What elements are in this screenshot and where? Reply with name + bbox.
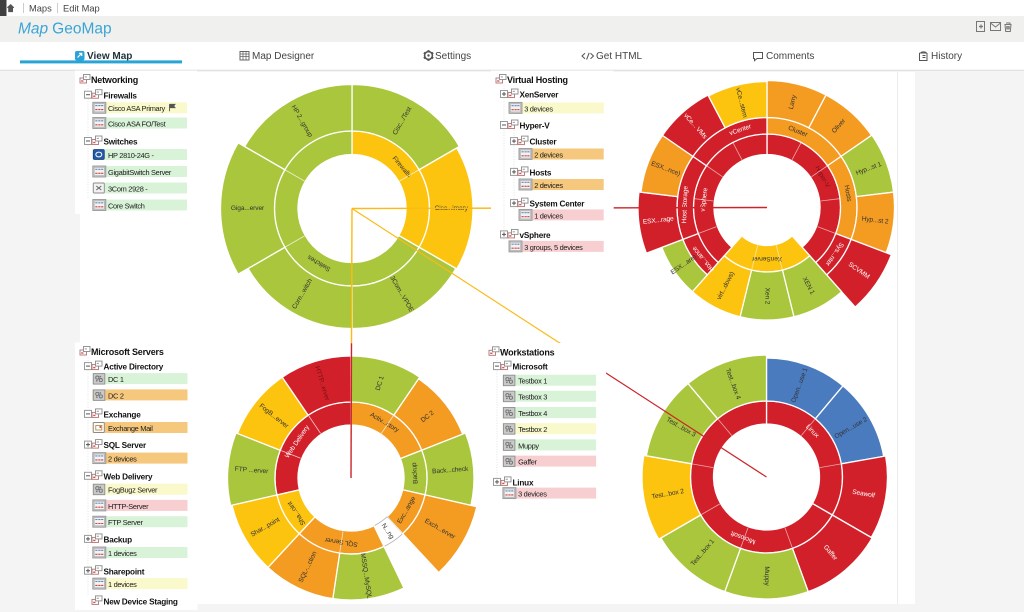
svg-text:Host Storage: Host Storage	[681, 185, 689, 223]
svg-text:1 devices: 1 devices	[108, 549, 137, 558]
svg-text:Testbox 3: Testbox 3	[518, 393, 547, 402]
svg-text:Muppy: Muppy	[518, 441, 539, 450]
svg-text:Map Designer: Map Designer	[252, 51, 315, 62]
svg-text:Testbox 2: Testbox 2	[518, 425, 547, 434]
svg-text:Back...check: Back...check	[432, 466, 469, 476]
svg-text:FTP ...erver: FTP ...erver	[235, 466, 270, 476]
svg-text:Microsoft: Microsoft	[513, 363, 549, 372]
svg-text:Get HTML: Get HTML	[596, 51, 643, 62]
svg-text:Giga...erver: Giga...erver	[231, 205, 265, 212]
svg-text:History: History	[931, 51, 962, 62]
svg-text:Gaffer: Gaffer	[518, 458, 537, 467]
svg-text:Maps: Maps	[29, 4, 52, 14]
svg-text:System Center: System Center	[530, 200, 586, 209]
svg-text:Firewalls: Firewalls	[104, 91, 138, 100]
svg-text:Settings: Settings	[435, 51, 471, 62]
svg-text:Seawolf: Seawolf	[852, 489, 876, 500]
svg-text:DC 2: DC 2	[108, 391, 124, 400]
svg-text:Testbox 4: Testbox 4	[518, 409, 547, 418]
svg-text:3 devices: 3 devices	[524, 104, 553, 113]
svg-text:Xen 2: Xen 2	[764, 288, 771, 305]
svg-text:Active Directory: Active Directory	[104, 363, 164, 372]
svg-text:Muppy: Muppy	[763, 566, 770, 586]
svg-text:FTP Server: FTP Server	[108, 518, 143, 527]
svg-text:Cisco ASA Primary: Cisco ASA Primary	[108, 104, 166, 113]
svg-text:FogBugz Server: FogBugz Server	[108, 486, 158, 495]
svg-text:Hosts: Hosts	[530, 169, 552, 178]
svg-text:Exchange: Exchange	[104, 411, 142, 420]
svg-text:3 devices: 3 devices	[518, 490, 547, 499]
svg-text:1 devices: 1 devices	[534, 211, 563, 220]
svg-text:Hosts: Hosts	[843, 185, 853, 203]
svg-text:1 devices: 1 devices	[108, 580, 137, 589]
svg-text:Backup: Backup	[411, 462, 420, 484]
svg-text:Microsoft Servers: Microsoft Servers	[91, 347, 164, 357]
svg-text:XenServer: XenServer	[520, 91, 560, 100]
svg-text:3Com 2928 -: 3Com 2928 -	[108, 184, 148, 193]
svg-text:Testbox 1: Testbox 1	[518, 377, 547, 386]
svg-text:Cisco ASA FO/Test: Cisco ASA FO/Test	[108, 119, 166, 128]
svg-text:DC 1: DC 1	[108, 375, 124, 384]
svg-text:ESX...rage: ESX...rage	[643, 215, 675, 226]
svg-text:HTTP-Server: HTTP-Server	[108, 502, 149, 511]
svg-text:3 groups, 5 devices: 3 groups, 5 devices	[524, 243, 583, 252]
svg-text:Backup: Backup	[104, 536, 133, 545]
svg-text:SQL Server: SQL Server	[104, 441, 147, 450]
svg-text:Hyper-V: Hyper-V	[520, 122, 551, 131]
svg-text:2 devices: 2 devices	[534, 150, 563, 159]
svg-text:GigabitSwitch Server: GigabitSwitch Server	[108, 168, 172, 177]
svg-text:DC 1: DC 1	[375, 375, 386, 391]
svg-text:Larry: Larry	[788, 93, 798, 110]
svg-text:2 devices: 2 devices	[534, 181, 563, 190]
svg-text:Networking: Networking	[91, 75, 138, 85]
svg-text:Hyp...st 2: Hyp...st 2	[861, 216, 889, 226]
svg-text:New Device Staging: New Device Staging	[104, 598, 178, 607]
svg-text:Virtual Hosting: Virtual Hosting	[507, 75, 568, 85]
svg-text:Sharepoint: Sharepoint	[104, 567, 145, 576]
svg-text:2 devices: 2 devices	[108, 455, 137, 464]
svg-text:Exchange Mail: Exchange Mail	[108, 424, 153, 433]
svg-text:Comments: Comments	[766, 51, 814, 62]
svg-text:HP 2810-24G -: HP 2810-24G -	[108, 151, 155, 160]
svg-text:XenServer: XenServer	[751, 255, 782, 262]
svg-text:Linux: Linux	[513, 479, 534, 488]
svg-text:Cluster: Cluster	[530, 138, 558, 147]
svg-text:vSphere: vSphere	[520, 231, 552, 240]
svg-text:Core Switch: Core Switch	[108, 201, 145, 210]
svg-text:Switches: Switches	[104, 138, 139, 147]
svg-text:View Map: View Map	[87, 51, 132, 62]
svg-text:Web Delivery: Web Delivery	[104, 472, 154, 481]
svg-text:Edit Map: Edit Map	[63, 4, 100, 14]
svg-text:Workstations: Workstations	[500, 347, 555, 357]
